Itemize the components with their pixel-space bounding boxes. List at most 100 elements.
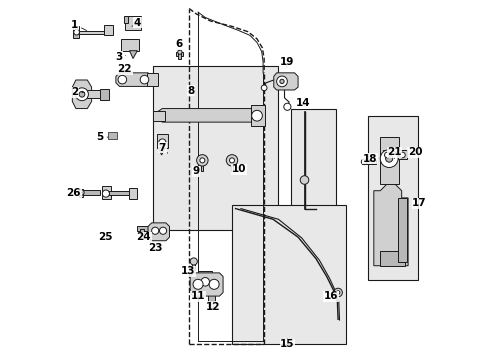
Bar bbox=[80, 189, 83, 197]
Bar bbox=[397, 198, 406, 262]
Bar bbox=[379, 251, 404, 266]
Circle shape bbox=[209, 279, 219, 289]
Text: 24: 24 bbox=[136, 232, 151, 242]
Polygon shape bbox=[148, 223, 169, 241]
Polygon shape bbox=[72, 80, 91, 109]
Text: 2: 2 bbox=[71, 87, 84, 98]
Bar bbox=[230, 165, 233, 171]
Text: 6: 6 bbox=[176, 39, 183, 51]
Circle shape bbox=[78, 190, 84, 195]
Bar bbox=[108, 191, 132, 195]
Circle shape bbox=[399, 152, 405, 158]
Bar bbox=[367, 116, 417, 280]
Bar bbox=[231, 205, 346, 344]
Text: 12: 12 bbox=[205, 302, 220, 312]
Text: 9: 9 bbox=[192, 166, 200, 176]
Text: 21: 21 bbox=[386, 147, 401, 158]
Bar bbox=[192, 261, 195, 270]
Bar bbox=[397, 150, 406, 159]
Circle shape bbox=[75, 88, 88, 101]
Bar bbox=[176, 52, 183, 56]
Bar bbox=[153, 66, 278, 230]
Text: 10: 10 bbox=[231, 164, 246, 174]
Bar bbox=[100, 89, 108, 100]
Bar bbox=[201, 165, 203, 171]
Text: 13: 13 bbox=[181, 266, 195, 276]
Polygon shape bbox=[157, 109, 258, 122]
Bar bbox=[108, 132, 117, 139]
Circle shape bbox=[118, 75, 126, 84]
Text: 3: 3 bbox=[115, 52, 125, 62]
Bar bbox=[129, 188, 136, 199]
Circle shape bbox=[79, 91, 84, 97]
Text: 1: 1 bbox=[71, 19, 86, 31]
Bar bbox=[102, 186, 110, 199]
Circle shape bbox=[200, 158, 204, 163]
Polygon shape bbox=[75, 31, 107, 33]
Polygon shape bbox=[373, 184, 407, 266]
Bar bbox=[73, 26, 80, 38]
Circle shape bbox=[177, 50, 182, 54]
Bar bbox=[157, 134, 167, 148]
Circle shape bbox=[300, 176, 308, 184]
Text: 4: 4 bbox=[132, 18, 141, 28]
Text: 26: 26 bbox=[66, 188, 82, 198]
Bar bbox=[124, 16, 141, 30]
Circle shape bbox=[196, 155, 207, 166]
Text: 19: 19 bbox=[279, 57, 293, 67]
Bar bbox=[140, 229, 143, 235]
Text: 18: 18 bbox=[362, 154, 377, 163]
Circle shape bbox=[385, 155, 392, 162]
Bar bbox=[121, 39, 139, 51]
Polygon shape bbox=[129, 51, 137, 59]
Circle shape bbox=[140, 75, 148, 84]
Bar bbox=[379, 137, 398, 184]
Text: 20: 20 bbox=[407, 147, 422, 157]
Bar bbox=[123, 16, 128, 23]
Bar bbox=[80, 190, 100, 195]
Circle shape bbox=[384, 152, 389, 158]
Bar bbox=[178, 52, 181, 59]
Text: 8: 8 bbox=[187, 86, 194, 96]
Text: 25: 25 bbox=[98, 232, 112, 242]
Bar bbox=[362, 159, 375, 164]
Text: 7: 7 bbox=[158, 143, 167, 153]
Circle shape bbox=[226, 155, 237, 166]
Bar bbox=[250, 105, 264, 126]
Text: 16: 16 bbox=[323, 291, 338, 301]
Text: 5: 5 bbox=[96, 132, 108, 142]
Circle shape bbox=[190, 258, 197, 265]
Bar bbox=[198, 271, 212, 289]
Polygon shape bbox=[116, 73, 151, 86]
Circle shape bbox=[279, 79, 284, 84]
Text: 23: 23 bbox=[148, 243, 162, 253]
Polygon shape bbox=[158, 148, 165, 155]
Polygon shape bbox=[273, 73, 298, 90]
Circle shape bbox=[283, 103, 290, 111]
Circle shape bbox=[380, 150, 397, 167]
Text: 22: 22 bbox=[117, 64, 132, 74]
Circle shape bbox=[261, 85, 266, 91]
Text: 11: 11 bbox=[190, 291, 205, 301]
Bar bbox=[87, 90, 103, 98]
Circle shape bbox=[336, 291, 339, 294]
Circle shape bbox=[151, 227, 159, 234]
Circle shape bbox=[276, 76, 287, 87]
Circle shape bbox=[193, 279, 203, 289]
Text: 14: 14 bbox=[296, 98, 310, 108]
Bar bbox=[382, 150, 391, 159]
Circle shape bbox=[229, 158, 234, 163]
Circle shape bbox=[74, 29, 80, 35]
Bar bbox=[290, 109, 335, 223]
Circle shape bbox=[208, 303, 214, 309]
Bar bbox=[207, 293, 215, 301]
Circle shape bbox=[251, 111, 262, 121]
Bar bbox=[137, 226, 148, 231]
Bar bbox=[147, 73, 158, 86]
Text: 17: 17 bbox=[411, 198, 426, 208]
Bar bbox=[372, 134, 411, 269]
Text: 15: 15 bbox=[280, 339, 294, 349]
Circle shape bbox=[333, 288, 342, 297]
Circle shape bbox=[159, 227, 166, 234]
Circle shape bbox=[201, 278, 209, 286]
